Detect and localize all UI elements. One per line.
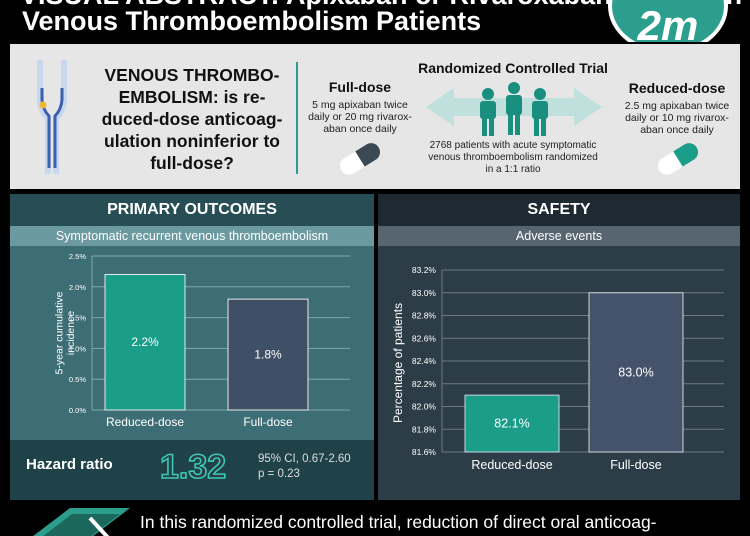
question-line: EMBOLISM: is re- <box>118 87 266 107</box>
primary-outcomes-subheading: Symptomatic recurrent venous thromboembo… <box>10 226 374 246</box>
question-line: VENOUS THROMBO- <box>104 65 280 85</box>
safety-subheading: Adverse events <box>378 226 740 246</box>
question-line: full-dose? <box>150 153 234 173</box>
full-dose-title: Full-dose <box>328 79 392 95</box>
vein-illustration-icon <box>37 60 67 174</box>
question-line: ulation noninferior to <box>104 131 280 151</box>
bar <box>227 298 309 411</box>
rct-description: 2768 patients with acute symptomatic ven… <box>420 140 606 176</box>
safety-chart-svg: 81.6% 81.8% 82.0% 82.2% 82.4% 82.6% 82.8% 83.0%… <box>391 265 724 472</box>
y-tick-label: 82.4% <box>412 356 437 366</box>
full-dose-description: 5 mg apixaban twice daily or 20 mg rivar… <box>302 99 418 135</box>
y-tick-label: 82.2% <box>412 379 437 389</box>
y-tick-label: 0.0% <box>69 406 86 415</box>
primary-chart-svg: 0.0% 0.5% 1.0% 1.5% 2.0% 2.5% 5-year cumulativ… <box>53 252 350 429</box>
p-value: p = 0.23 <box>258 468 300 480</box>
x-category-label: Full-dose <box>610 458 661 472</box>
reduced-dose-title: Reduced-dose <box>628 80 726 96</box>
rct-desc-line: in a 1:1 ratio <box>485 164 541 175</box>
bar <box>104 273 186 411</box>
full-dose-pill-icon <box>336 139 384 179</box>
primary-chart: 0.0% 0.5% 1.0% 1.5% 2.0% 2.5% 5-year cumulativ… <box>10 246 374 445</box>
safety-chart: 81.6% 81.8% 82.0% 82.2% 82.4% 82.6% 82.8% 83.0%… <box>378 246 740 505</box>
hazard-ratio-value: 1.32 <box>159 447 227 487</box>
confidence-interval: 95% CI, 0.67-2.60 <box>258 453 351 465</box>
conclusion-bar: In this randomized controlled trial, red… <box>0 502 750 536</box>
bar-value-label: 82.1% <box>494 417 529 431</box>
y-tick-label: 1.0% <box>69 344 86 353</box>
rct-desc-line: venous thromboembolism randomized <box>428 152 598 163</box>
y-tick-label: 83.2% <box>412 265 437 275</box>
bar <box>588 292 684 453</box>
y-tick-label: 83.0% <box>412 288 437 298</box>
y-tick-label: 2.0% <box>69 283 86 292</box>
logo-text: 2m <box>637 2 699 42</box>
y-axis-label: Percentage of patients <box>391 303 405 423</box>
y-tick-label: 1.5% <box>69 314 86 323</box>
safety-heading: SAFETY <box>378 194 740 226</box>
full-dose-desc-line: 5 mg apixaban twice <box>312 99 408 111</box>
y-tick-label: 81.6% <box>412 447 437 457</box>
y-axis-label: 5-year cumulative <box>53 291 65 374</box>
primary-outcomes-heading: PRIMARY OUTCOMES <box>10 194 374 226</box>
x-category-label: Full-dose <box>243 415 293 429</box>
bar-value-label: 1.8% <box>254 348 282 362</box>
y-tick-label: 81.8% <box>412 424 437 434</box>
bar-value-label: 83.0% <box>618 365 653 379</box>
x-category-label: Reduced-dose <box>106 415 184 429</box>
bar <box>464 394 560 453</box>
conclusion-text: In this randomized controlled trial, red… <box>140 512 657 532</box>
full-dose-desc-line: daily or 20 mg rivarox- <box>308 111 412 123</box>
brand-logo: 2m <box>608 0 728 42</box>
primary-outcomes-panel: PRIMARY OUTCOMES Symptomatic recurrent v… <box>10 194 374 500</box>
y-tick-label: 0.5% <box>69 375 86 384</box>
hazard-ratio-ci: 95% CI, 0.67-2.60 p = 0.23 <box>258 452 351 482</box>
reduced-dose-desc-line: 2.5 mg apixaban twice <box>624 100 730 112</box>
rct-desc-line: 2768 patients with acute symptomatic <box>429 140 597 151</box>
safety-panel: SAFETY Adverse events 81.6% 81.8% 82.0% 82.… <box>378 194 740 500</box>
y-tick-label: 2.5% <box>69 252 86 261</box>
study-info-band: VENOUS THROMBO- EMBOLISM: is re- duced-d… <box>10 44 740 189</box>
y-axis-label: incidence <box>65 311 77 356</box>
header: VISUAL ABSTRACT: Apixaban or Rivaroxaban… <box>0 0 750 42</box>
title-line-1: VISUAL ABSTRACT: Apixaban or Rivaroxaban… <box>20 0 742 11</box>
y-tick-label: 82.8% <box>412 311 437 321</box>
hazard-ratio-box: Hazard ratio 1.32 95% CI, 0.67-2.60 p = … <box>10 440 374 500</box>
hazard-ratio-label: Hazard ratio <box>26 456 113 473</box>
title-line-2: Venous Thromboembolism Patients <box>22 6 482 36</box>
question-line: duced-dose anticoag- <box>101 109 283 129</box>
y-tick-label: 82.0% <box>412 402 437 412</box>
full-dose-desc-line: aban once daily <box>323 123 397 135</box>
divider <box>296 62 298 174</box>
reduced-dose-description: 2.5 mg apixaban twice daily or 10 mg riv… <box>618 100 736 136</box>
study-question: VENOUS THROMBO- EMBOLISM: is re- duced-d… <box>90 64 294 174</box>
people-arrows-icon <box>426 82 602 136</box>
reduced-dose-pill-icon <box>654 139 702 179</box>
rct-title: Randomized Controlled Trial <box>418 60 608 76</box>
x-category-label: Reduced-dose <box>471 458 552 472</box>
y-tick-label: 82.6% <box>412 333 437 343</box>
conclusion-graphic-icon <box>33 508 130 536</box>
bar-value-label: 2.2% <box>131 335 159 349</box>
reduced-dose-desc-line: aban once daily <box>640 124 714 136</box>
reduced-dose-desc-line: daily or 10 mg rivarox- <box>625 112 729 124</box>
